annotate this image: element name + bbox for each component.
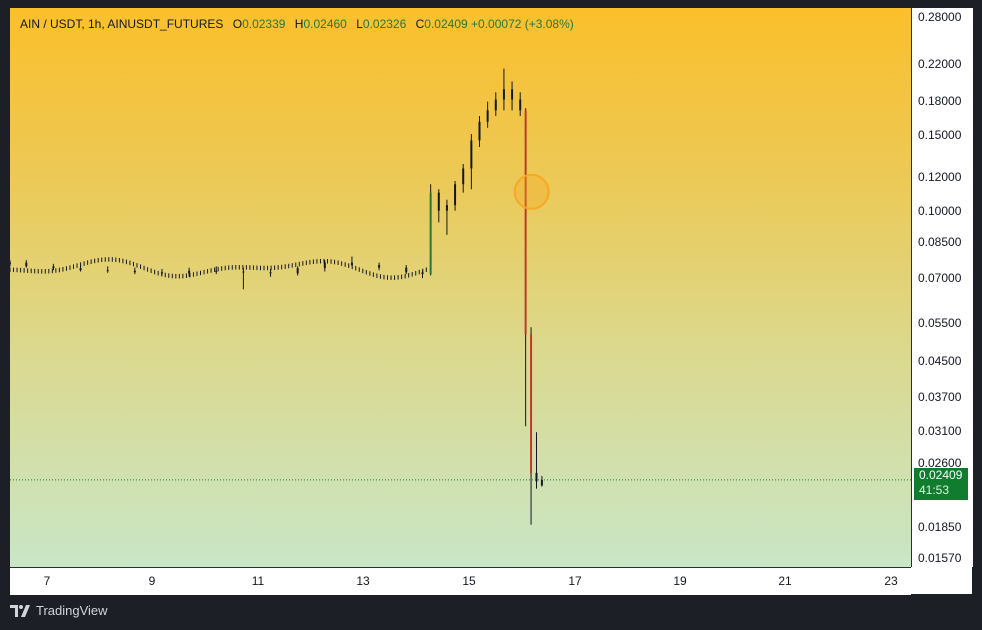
price-tick: 0.22000 bbox=[918, 57, 962, 71]
time-tick: 23 bbox=[884, 574, 898, 588]
time-tick: 19 bbox=[673, 574, 687, 588]
chart-legend: AIN / USDT, 1h, AINUSDT_FUTURES O0.02339… bbox=[20, 17, 574, 31]
price-tick: 0.01570 bbox=[918, 551, 962, 565]
time-tick: 9 bbox=[148, 574, 156, 588]
price-tick: 0.28000 bbox=[918, 10, 962, 24]
legend-symbol: AIN / USDT, 1h, AINUSDT_FUTURES bbox=[20, 17, 224, 31]
time-tick: 15 bbox=[462, 574, 476, 588]
legend-open: 0.02339 bbox=[242, 17, 286, 31]
candle-body bbox=[454, 184, 457, 206]
axis-corner bbox=[911, 567, 972, 594]
candle-body bbox=[535, 472, 538, 482]
price-tick: 0.05500 bbox=[918, 316, 962, 330]
time-tick: 7 bbox=[43, 574, 51, 588]
candle-body bbox=[405, 267, 408, 273]
legend-high: 0.02460 bbox=[303, 17, 347, 31]
price-tick: 0.07000 bbox=[918, 271, 962, 285]
price-tick: 0.18000 bbox=[918, 94, 962, 108]
candle-body bbox=[106, 270, 109, 272]
candle-body bbox=[323, 262, 326, 269]
time-tick: 21 bbox=[778, 574, 792, 588]
price-chart-svg bbox=[10, 68, 911, 525]
bar-countdown: 41:53 bbox=[919, 483, 950, 497]
time-tick: 17 bbox=[568, 574, 582, 588]
candle-body bbox=[437, 192, 440, 211]
candle-body bbox=[421, 272, 424, 275]
candle-body bbox=[470, 140, 473, 169]
last-price-badge: 0.02409 41:53 bbox=[914, 468, 968, 500]
candle-body bbox=[350, 262, 353, 266]
candle-body bbox=[25, 262, 28, 267]
candle-body bbox=[524, 110, 527, 335]
legend-change: +0.00072 (+3.08%) bbox=[471, 17, 574, 31]
candle-body bbox=[10, 262, 11, 264]
candle-body bbox=[511, 89, 514, 100]
tradingview-logo[interactable]: TradingView bbox=[10, 603, 108, 618]
candle-body bbox=[445, 205, 448, 211]
legend-close: 0.02409 bbox=[424, 17, 468, 31]
candle-body bbox=[494, 99, 497, 111]
candle-body bbox=[486, 110, 489, 122]
price-tick: 0.01850 bbox=[918, 520, 962, 534]
candle-body bbox=[296, 268, 299, 274]
candle-body bbox=[215, 270, 218, 272]
price-tick: 0.12000 bbox=[918, 170, 962, 184]
time-tick: 13 bbox=[356, 574, 370, 588]
candle-body bbox=[540, 479, 543, 486]
candle-body bbox=[52, 266, 55, 269]
candle-body bbox=[519, 99, 522, 111]
legend-high-label: H bbox=[294, 17, 304, 31]
price-tick: 0.04500 bbox=[918, 354, 962, 368]
candle-body bbox=[242, 271, 245, 273]
last-price-value: 0.02409 bbox=[919, 468, 963, 482]
legend-open-label: O bbox=[232, 17, 243, 31]
price-tick: 0.03100 bbox=[918, 424, 962, 438]
candle-body bbox=[478, 121, 481, 141]
legend-low-label: L bbox=[356, 17, 363, 31]
price-tick: 0.02600 bbox=[918, 456, 962, 470]
price-tick: 0.10000 bbox=[918, 204, 962, 218]
price-tick: 0.03700 bbox=[918, 390, 962, 404]
legend-close-label: C bbox=[415, 17, 425, 31]
legend-low: 0.02326 bbox=[362, 17, 407, 31]
chart-plot-area[interactable] bbox=[10, 8, 911, 567]
candle-body bbox=[462, 168, 465, 185]
price-tick: 0.08500 bbox=[918, 235, 962, 249]
candle-body bbox=[378, 265, 381, 268]
candle-body bbox=[269, 272, 272, 274]
candle-body bbox=[530, 334, 533, 473]
time-axis[interactable] bbox=[10, 567, 911, 595]
candle-body bbox=[79, 268, 82, 271]
candle-body bbox=[502, 89, 505, 100]
time-tick: 11 bbox=[251, 574, 265, 588]
candle-body bbox=[188, 270, 191, 274]
price-tick: 0.15000 bbox=[918, 128, 962, 142]
brand-name: TradingView bbox=[36, 603, 108, 618]
candle-body bbox=[429, 192, 432, 275]
highlight-circle bbox=[513, 173, 550, 210]
tradingview-icon bbox=[10, 604, 30, 617]
candle-body bbox=[133, 270, 136, 273]
